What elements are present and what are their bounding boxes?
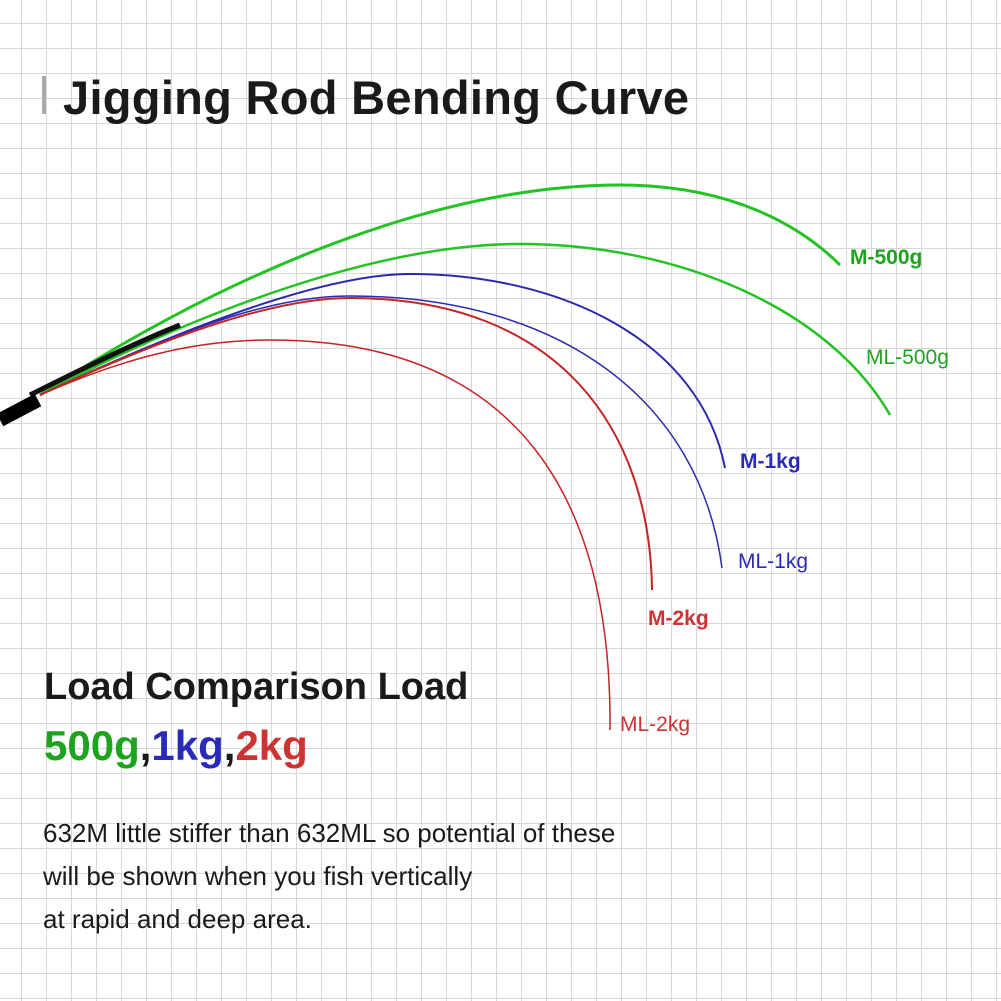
rod-handle-icon — [0, 393, 42, 427]
label-ml-500g: ML-500g — [866, 346, 949, 369]
curve-m-1kg — [39, 272, 726, 469]
load-comparison-heading: Load Comparison Load — [44, 666, 469, 708]
curve-ml-2kg — [39, 339, 611, 731]
load-values: 500g,1kg,2kg — [44, 722, 308, 770]
page-title: Jigging Rod Bending Curve — [63, 71, 690, 124]
description-line: at rapid and deep area. — [43, 904, 312, 934]
load-2kg: 2kg — [235, 722, 308, 769]
load-500g: 500g — [44, 722, 140, 769]
label-m-2kg: M-2kg — [648, 607, 709, 630]
curve-ml-1kg — [39, 295, 723, 569]
separator: , — [139, 722, 152, 769]
curve-m-500g — [39, 183, 842, 397]
label-m-500g: M-500g — [850, 246, 923, 269]
title-accent-bar — [42, 76, 46, 114]
label-m-1kg: M-1kg — [740, 450, 801, 473]
label-ml-1kg: ML-1kg — [738, 550, 809, 573]
description-line: 632M little stiffer than 632ML so potent… — [43, 818, 616, 848]
rod-blank-icon — [28, 322, 181, 398]
description: 632M little stiffer than 632ML so potent… — [43, 812, 615, 941]
curve-ml-500g — [39, 242, 892, 416]
load-1kg: 1kg — [151, 722, 224, 769]
description-line: will be shown when you fish vertically — [43, 861, 473, 891]
separator: , — [223, 722, 236, 769]
label-ml-2kg: ML-2kg — [620, 713, 691, 736]
curve-m-2kg — [39, 296, 653, 591]
